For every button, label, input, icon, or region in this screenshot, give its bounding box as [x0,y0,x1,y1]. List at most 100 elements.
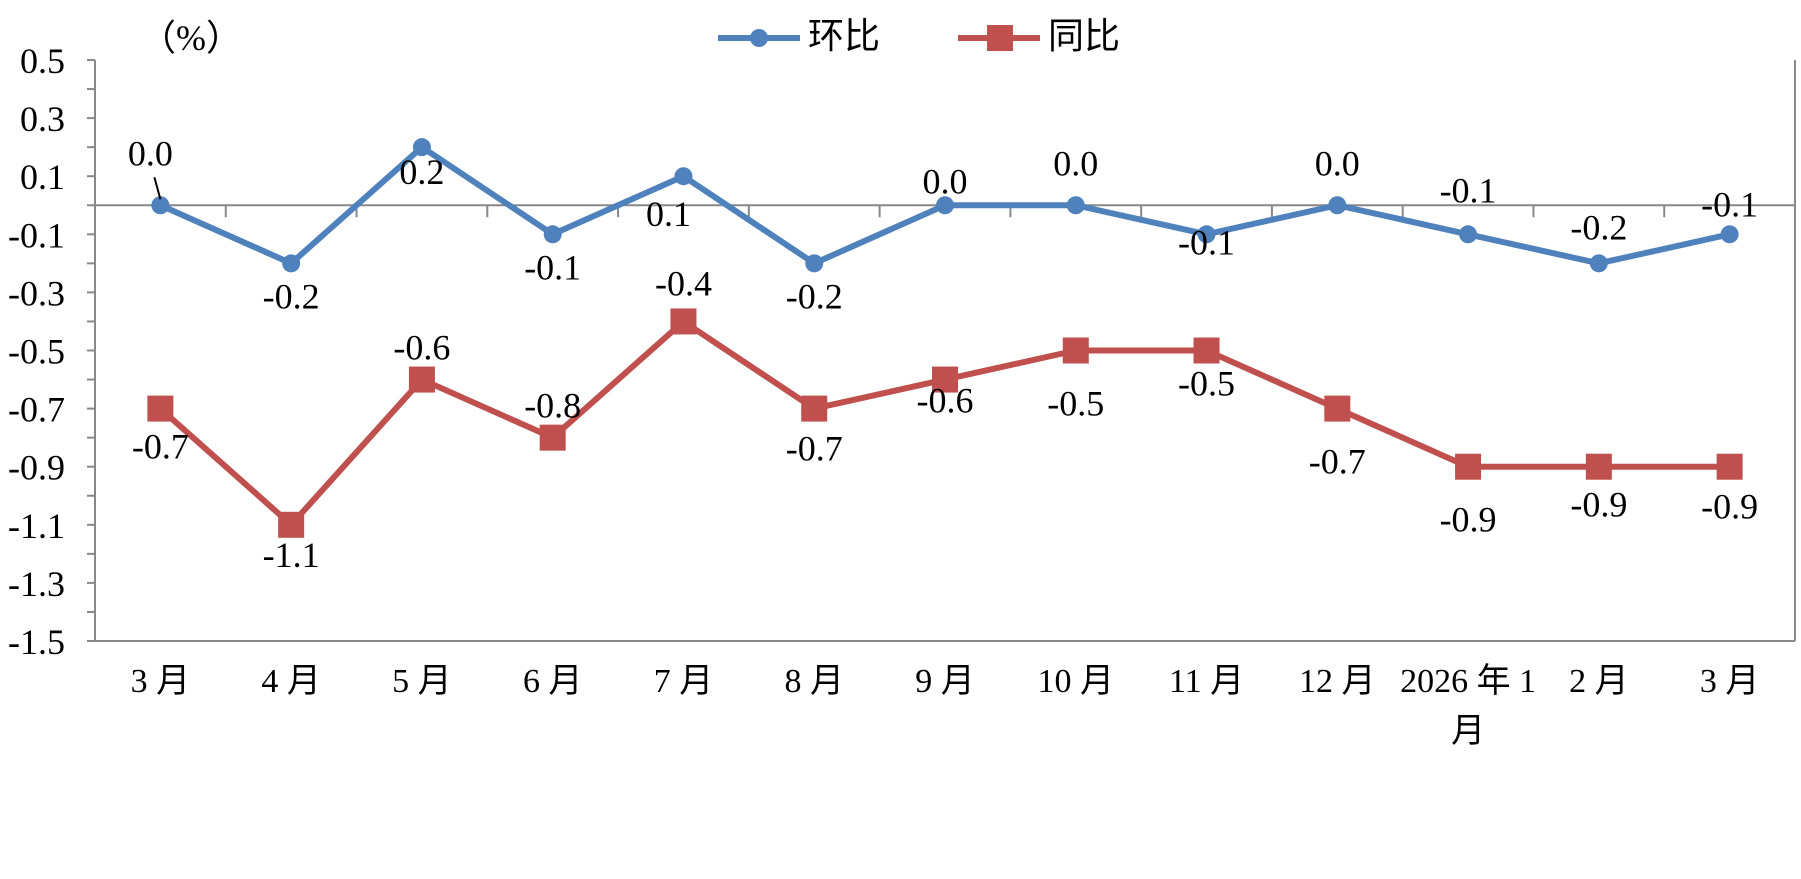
data-label-huanbi: -0.1 [1701,184,1758,224]
x-tick-label: 4 月 [261,663,321,700]
data-label-huanbi: -0.2 [263,276,320,316]
data-point-huanbi [412,138,431,157]
y-tick-label: 0.3 [20,99,65,139]
x-tick-label: 8 月 [784,663,844,700]
x-tick-label-line: 9 月 [915,663,975,700]
x-tick-label: 2 月 [1569,663,1629,700]
data-point-huanbi [151,196,170,215]
data-point-huanbi [1328,196,1347,215]
legend-label-huanbi: 环比 [808,16,880,56]
data-label-huanbi: 0.0 [923,161,968,201]
x-tick-label-line: 6 月 [523,663,583,700]
x-tick-label-line: 2 月 [1569,663,1629,700]
data-point-tongbi [278,511,305,538]
data-label-tongbi: -0.7 [132,427,189,467]
x-tick-label-line: 4 月 [261,663,321,700]
data-point-tongbi [1455,453,1482,480]
data-point-tongbi [1585,453,1612,480]
data-point-huanbi [1589,254,1608,273]
y-tick-label: -0.5 [8,332,65,372]
x-tick-label: 3 月 [1700,663,1760,700]
y-axis-unit-label: （%） [140,18,242,58]
data-label-tongbi: -0.9 [1570,485,1627,525]
x-tick-label-line: 7 月 [654,663,714,700]
y-axis-ticks: 0.5 0.3 0.1 -0.1 -0.3 -0.5 -0.7 -0.9 -1.1 -1.3 -1.… [8,41,95,662]
y-tick-label: -1.5 [8,622,65,662]
x-tick-label: 7 月 [654,663,714,700]
data-point-huanbi [1197,225,1216,244]
x-tick-label: 9 月 [915,663,975,700]
x-tick-label: 2026 年 1 月 [1400,662,1536,750]
data-point-tongbi [539,424,566,451]
data-point-tongbi [147,395,174,422]
data-point-tongbi [801,395,828,422]
x-tick-label: 6 月 [523,663,583,700]
x-tick-label-line: 5 月 [392,663,452,700]
y-tick-label: -0.3 [8,273,65,313]
data-point-huanbi [674,167,693,186]
data-label-huanbi: 0.2 [399,152,444,192]
y-tick-label: -0.1 [8,215,65,255]
data-label-huanbi: -0.1 [1178,222,1235,262]
y-tick-label: -0.9 [8,448,65,488]
data-point-huanbi [805,254,824,273]
x-tick-label: 5 月 [392,663,452,700]
x-tick-label-line: 3 月 [1700,663,1760,700]
y-tick-label: -0.7 [8,390,65,430]
data-label-tongbi: -0.9 [1440,500,1497,540]
data-point-huanbi [543,225,562,244]
data-label-huanbi: 0.0 [1315,143,1360,183]
data-point-huanbi [1459,225,1478,244]
data-point-huanbi [1720,225,1739,244]
x-tick-label-line: 11 月 [1169,663,1244,700]
data-point-tongbi [408,366,435,393]
data-label-tongbi: -0.8 [524,386,581,426]
y-tick-label: -1.3 [8,564,65,604]
x-tick-label: 10 月 [1038,663,1115,700]
y-tick-label: 0.5 [20,41,65,81]
data-label-huanbi: -0.1 [1440,170,1497,210]
series-layer [147,138,1743,538]
data-label-tongbi: -0.5 [1178,364,1235,404]
data-label-huanbi: -0.2 [786,276,843,316]
x-tick-label-line: 3 月 [131,663,191,700]
x-tick-label-line: 8 月 [784,663,844,700]
data-point-tongbi [932,366,958,393]
data-label-tongbi: -0.7 [786,429,843,469]
x-tick-label-line: 12 月 [1299,663,1376,700]
data-label-huanbi: 0.0 [1053,143,1098,183]
data-label-leader-line [153,176,162,200]
y-tick-label: 0.1 [20,157,65,197]
data-label-tongbi: -1.1 [263,535,320,575]
x-tick-label-line: 10 月 [1038,663,1115,700]
data-label-tongbi: -0.4 [655,263,712,303]
x-tick-label: 12 月 [1299,663,1376,700]
data-label-tongbi: -0.6 [917,381,974,421]
data-label-tongbi: -0.9 [1701,487,1758,527]
data-label-tongbi: -0.6 [393,328,450,368]
data-point-huanbi [282,254,301,273]
data-point-tongbi [670,308,697,335]
data-label-tongbi: -0.5 [1047,384,1104,424]
x-tick-label: 11 月 [1169,663,1244,700]
x-tick-label-line: 月 [1451,713,1485,750]
x-tick-label-line: 2026 年 1 [1400,662,1536,700]
x-tick-label: 3 月 [131,663,191,700]
data-point-tongbi [1324,395,1351,422]
data-point-huanbi [936,196,954,215]
data-label-tongbi: -0.7 [1309,442,1366,482]
data-label-huanbi: -0.1 [524,247,581,287]
data-point-tongbi [1062,337,1089,364]
data-label-huanbi: 0.1 [646,194,691,234]
data-point-tongbi [1193,337,1220,364]
y-tick-label: -1.1 [8,506,65,546]
data-point-tongbi [1716,453,1743,480]
data-label-huanbi: 0.0 [128,133,173,173]
data-point-huanbi [1066,196,1085,215]
data-label-huanbi: -0.2 [1570,207,1627,247]
axes [94,60,1796,642]
legend-label-tongbi: 同比 [1048,16,1120,56]
x-axis-ticks: 3 月 4 月 5 月 6 月 7 月 8 月 9 月 10 月 11 月 12 月 2026 年 … [131,662,1760,750]
legend-swatch-huanbi-marker [750,29,768,47]
